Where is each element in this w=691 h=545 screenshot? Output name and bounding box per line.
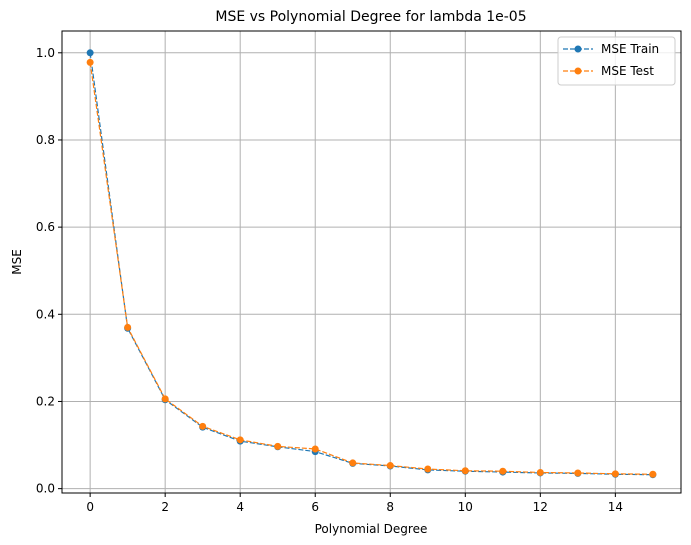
legend-label-test: MSE Test	[601, 64, 654, 78]
x-tick-label: 2	[161, 500, 169, 514]
mse-test-line	[89, 62, 653, 475]
x-axis-title: Polynomial Degree	[315, 522, 428, 536]
x-tick-label: 0	[86, 500, 94, 514]
y-tick-label: 1.0	[36, 46, 55, 60]
mse-test-point	[649, 470, 657, 478]
y-tick-label: 0.8	[36, 133, 55, 147]
x-tick-label: 12	[533, 500, 548, 514]
mse-test-point	[499, 467, 507, 475]
x-tick-label: 8	[386, 500, 394, 514]
plot-frame	[61, 30, 682, 494]
legend: MSE Train MSE Test	[557, 36, 676, 86]
x-axis-ticks: 0 2 4 6 8 10 12 14	[86, 493, 623, 514]
x-tick-label: 6	[311, 500, 319, 514]
mse-test-point	[86, 58, 94, 66]
mse-test-point	[124, 323, 132, 331]
plot-background	[62, 31, 681, 493]
y-axis-title: MSE	[10, 249, 24, 275]
y-tick-label: 0.0	[36, 482, 55, 496]
mse-test-point	[461, 467, 469, 475]
x-tick-label: 14	[608, 500, 623, 514]
y-tick-label: 0.6	[36, 220, 55, 234]
mse-test-point	[349, 459, 357, 467]
x-tick-label: 4	[236, 500, 244, 514]
legend-marker-test	[574, 67, 582, 75]
mse-test-point	[311, 445, 319, 453]
legend-marker-train	[574, 45, 582, 53]
y-tick-label: 0.2	[36, 394, 55, 408]
mse-test-point	[386, 462, 394, 470]
y-axis-ticks: 0.0 0.2 0.4 0.6 0.8 1.0	[36, 46, 62, 496]
mse-test-point	[424, 465, 432, 473]
mse-test-point	[199, 422, 207, 430]
mse-test-point	[574, 469, 582, 477]
series-layer	[86, 49, 657, 479]
mse-test-point	[611, 470, 619, 478]
mse-test-point	[536, 469, 544, 477]
x-tick-label: 10	[458, 500, 473, 514]
mse-test-point	[161, 395, 169, 403]
mse-train-point	[86, 49, 94, 57]
mse-test-point	[236, 436, 244, 444]
y-tick-label: 0.4	[36, 307, 55, 321]
mse-test-point	[274, 442, 282, 450]
legend-label-train: MSE Train	[601, 42, 659, 56]
chart-title: MSE vs Polynomial Degree for lambda 1e-0…	[215, 9, 526, 25]
